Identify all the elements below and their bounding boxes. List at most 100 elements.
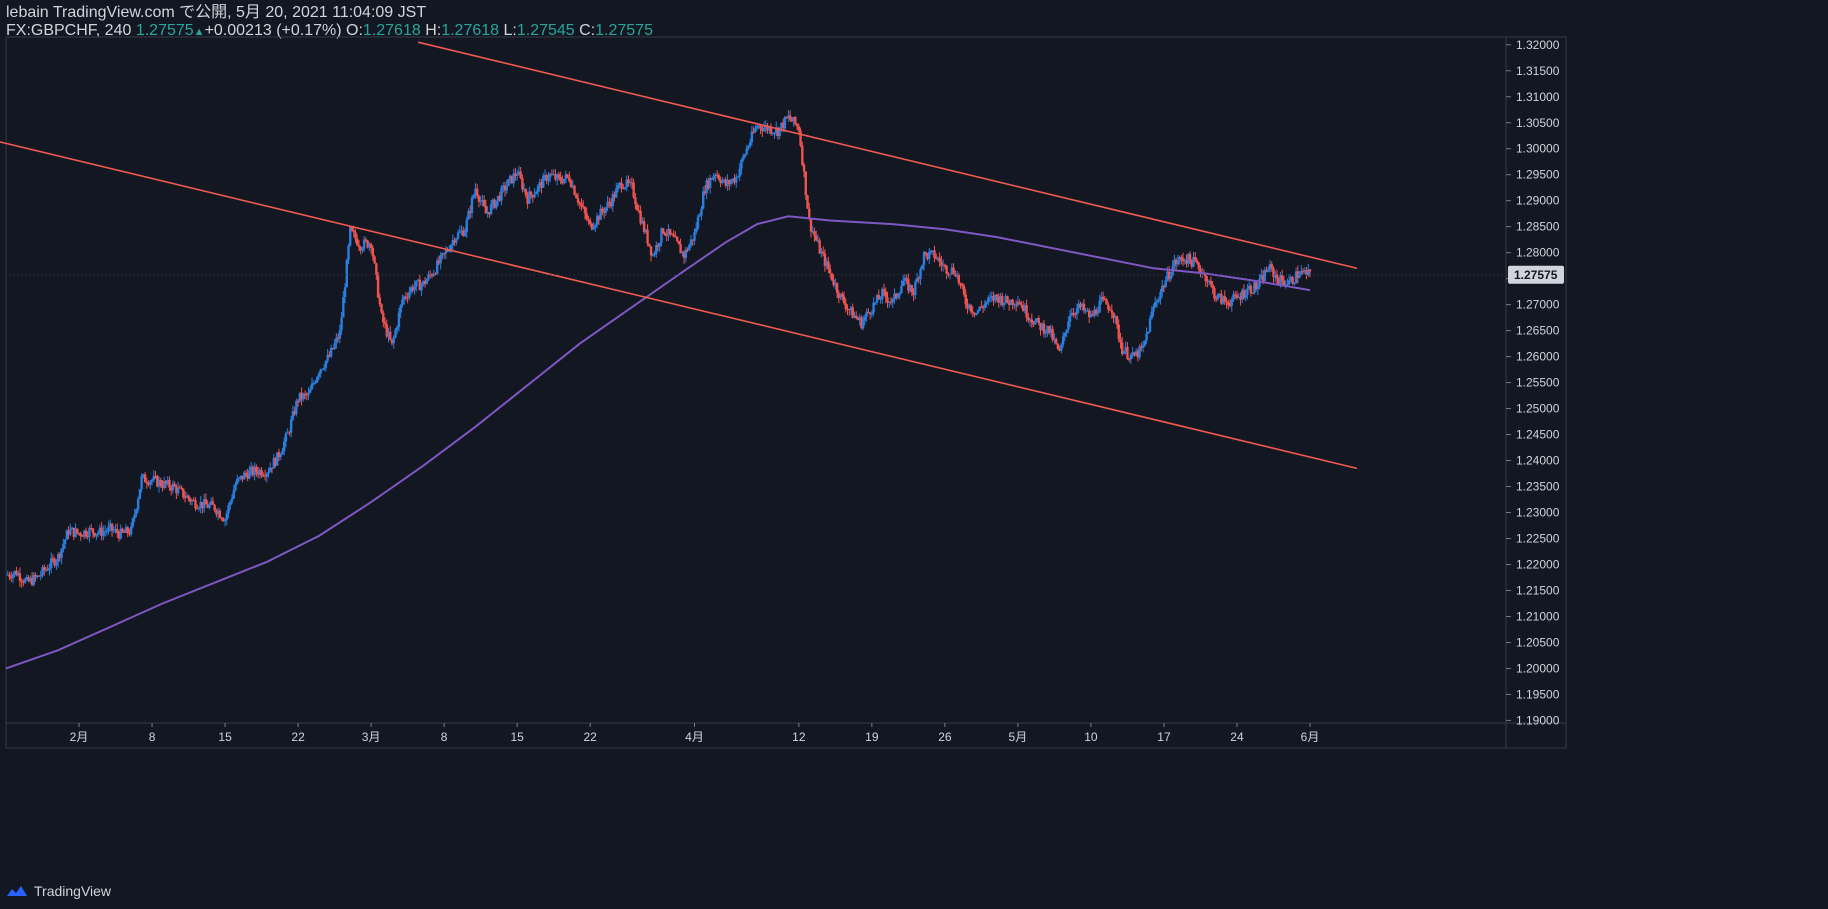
candle-body [1039, 323, 1042, 331]
candle-body [147, 483, 150, 485]
moving-average-line[interactable] [5, 215, 1311, 670]
candle-body [397, 312, 401, 327]
candle-body [69, 529, 72, 535]
candle-body [540, 182, 543, 188]
candle-body [220, 517, 223, 520]
candle-body [58, 553, 62, 559]
candle-body [1188, 253, 1192, 261]
y-tick-label: 1.28500 [1516, 220, 1560, 234]
candle-body [929, 250, 933, 252]
candle-body [197, 508, 201, 510]
candle-body [1138, 346, 1141, 358]
candle-body [451, 239, 455, 245]
candle-body [427, 274, 430, 280]
channel-lower-line[interactable] [0, 138, 1358, 470]
candle-body [914, 281, 917, 296]
candle-body [1018, 301, 1021, 305]
candle-body [668, 228, 672, 234]
candle-body [234, 483, 237, 491]
candle-body [312, 382, 315, 384]
open-value: 1.27618 [362, 22, 421, 39]
candle-body [507, 178, 510, 186]
candle-body [637, 210, 641, 212]
candle-body [891, 298, 894, 303]
candle-body [387, 331, 390, 337]
candle-body [848, 309, 851, 311]
candle-body [309, 389, 312, 393]
candle-body [465, 219, 468, 233]
candle-body [279, 454, 282, 458]
candle-body [740, 159, 743, 169]
candle-body [1199, 268, 1202, 274]
candle-body [1030, 319, 1034, 323]
candle-body [136, 498, 140, 510]
candle-body [1185, 260, 1188, 264]
candle-body [91, 528, 95, 533]
candle-body [943, 264, 947, 266]
candle-body [881, 289, 884, 300]
candle-body [1110, 310, 1113, 313]
brand-footer[interactable]: TradingView [6, 883, 111, 899]
candle-body [462, 230, 465, 236]
candle-body [741, 156, 745, 160]
candle-body [874, 302, 877, 304]
candle-body [1131, 352, 1134, 355]
candle-body [380, 304, 383, 313]
candle-body [117, 533, 121, 539]
candle-body [781, 122, 785, 129]
candle-body [684, 249, 688, 258]
candle-body [169, 487, 173, 491]
candle-body [961, 284, 964, 287]
candle-body [524, 188, 528, 196]
candle-body [656, 245, 660, 247]
candle-body [1221, 296, 1225, 304]
symbol-label[interactable]: FX:GBPCHF, 240 [6, 22, 132, 39]
candle-body [615, 188, 618, 198]
candle-body [81, 535, 84, 537]
candle-body [787, 115, 790, 119]
channel-upper-line[interactable] [417, 41, 1358, 270]
candle-body [1016, 301, 1020, 306]
candle-body [641, 221, 644, 224]
candle-body [1277, 278, 1280, 285]
candle-body [851, 307, 854, 319]
candle-body [194, 500, 197, 509]
candle-body [1075, 308, 1079, 315]
candle-body [583, 207, 587, 214]
candle-body [1108, 309, 1112, 311]
candle-body [908, 285, 912, 291]
candle-body [437, 260, 441, 264]
candle-body [201, 501, 204, 509]
candle-body [735, 177, 738, 183]
candle-body [319, 369, 322, 374]
candle-body [350, 227, 354, 231]
candle-body [896, 295, 900, 298]
candle-body [110, 523, 114, 531]
candle-body [168, 479, 171, 488]
candle-body [928, 251, 931, 259]
candle-body [150, 479, 154, 482]
candle-body [1305, 270, 1308, 276]
candle-body [1114, 316, 1117, 319]
candle-body [340, 317, 343, 331]
candle-body [865, 311, 868, 317]
candle-body [394, 329, 397, 338]
candle-body [888, 301, 891, 303]
candle-body [415, 280, 418, 287]
candle-body [590, 223, 594, 230]
candle-body [222, 519, 225, 522]
candle-body [855, 315, 858, 318]
candle-body [915, 278, 919, 282]
candle-body [912, 292, 915, 296]
candle-body [267, 471, 270, 474]
y-tick-label: 1.28000 [1516, 246, 1560, 260]
candle-body [529, 191, 533, 196]
candle-body [51, 558, 55, 560]
candle-body [792, 117, 795, 122]
candle-body [894, 293, 898, 298]
candle-body [239, 475, 242, 478]
candle-body [783, 117, 787, 129]
candle-body [503, 185, 507, 191]
candle-body [557, 174, 561, 177]
